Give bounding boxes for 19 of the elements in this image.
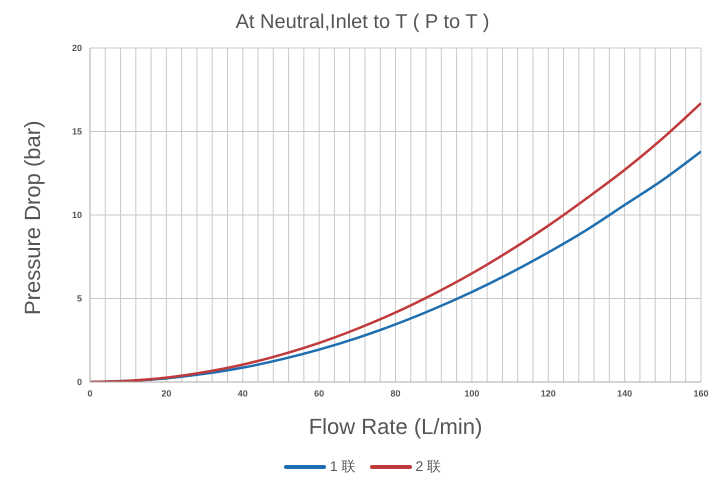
y-tick-label: 15 [72,126,82,137]
x-tick-label: 20 [161,388,172,398]
y-tick-label: 0 [76,377,82,388]
y-axis-title: Pressure Drop (bar) [20,120,45,315]
x-axis-title: Flow Rate (L/min) [308,414,482,439]
x-tick-label: 80 [390,388,401,398]
x-tick-label: 120 [540,388,556,398]
y-tick-label: 5 [76,294,82,304]
x-tick-label: 160 [693,388,709,398]
y-tick-label: 20 [72,43,82,54]
x-tick-label: 60 [314,388,324,398]
legend-label: 2 联 [416,458,442,476]
legend-label: 1 联 [330,458,356,476]
x-tick-label: 140 [617,388,632,398]
chart-title: At Neutral,Inlet to T ( P to T ) [234,10,490,35]
y-tick-label: 10 [72,210,82,220]
x-tick-label: 0 [87,388,93,398]
x-tick-label: 100 [464,388,480,398]
x-tick-label: 40 [238,388,248,398]
